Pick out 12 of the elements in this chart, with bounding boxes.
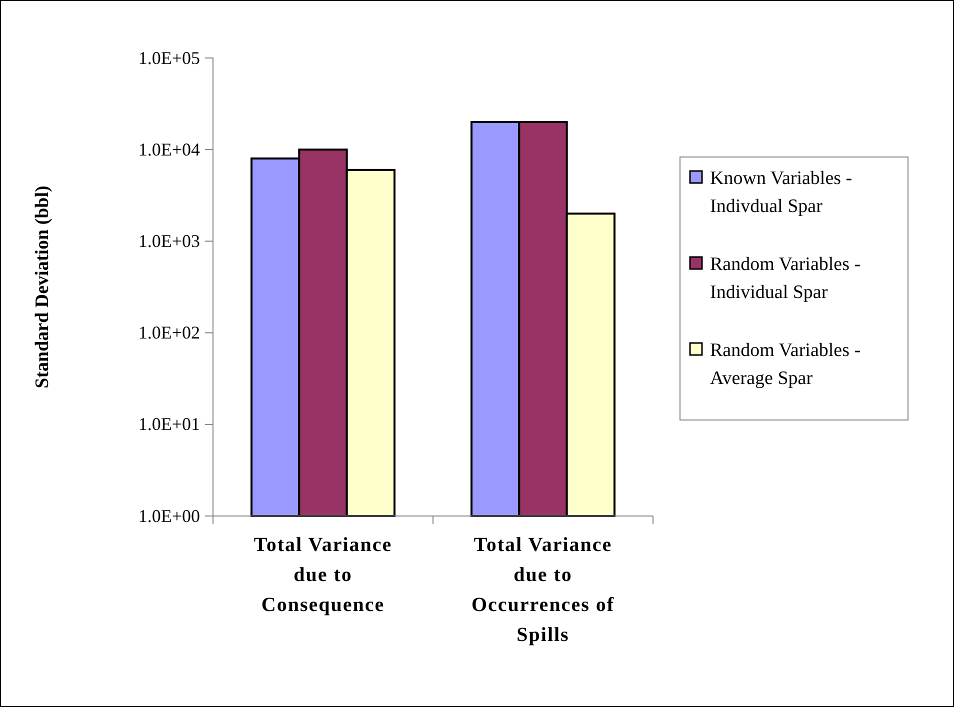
y-tick-label: 1.0E+03 [138, 230, 200, 251]
y-tick-label: 1.0E+02 [138, 322, 200, 343]
y-tick-label: 1.0E+04 [138, 139, 200, 160]
y-tick-label: 1.0E+01 [138, 414, 200, 434]
legend-label: Known Variables - Indivdual Spar [710, 168, 852, 217]
legend-label: Random Variables - Individual Spar [710, 254, 861, 303]
y-tick-label: 1.0E+00 [138, 506, 200, 526]
y-axis-title: Standard Deviation (bbl) [32, 186, 53, 388]
y-tick-label: 1.0E+05 [138, 48, 200, 68]
x-tick-label: Total Variance due to Consequence [254, 534, 392, 616]
x-tick-label: Total Variance due to Occurrences of Spills [471, 534, 615, 646]
legend-label: Random Variables - Average Spar [710, 340, 861, 389]
